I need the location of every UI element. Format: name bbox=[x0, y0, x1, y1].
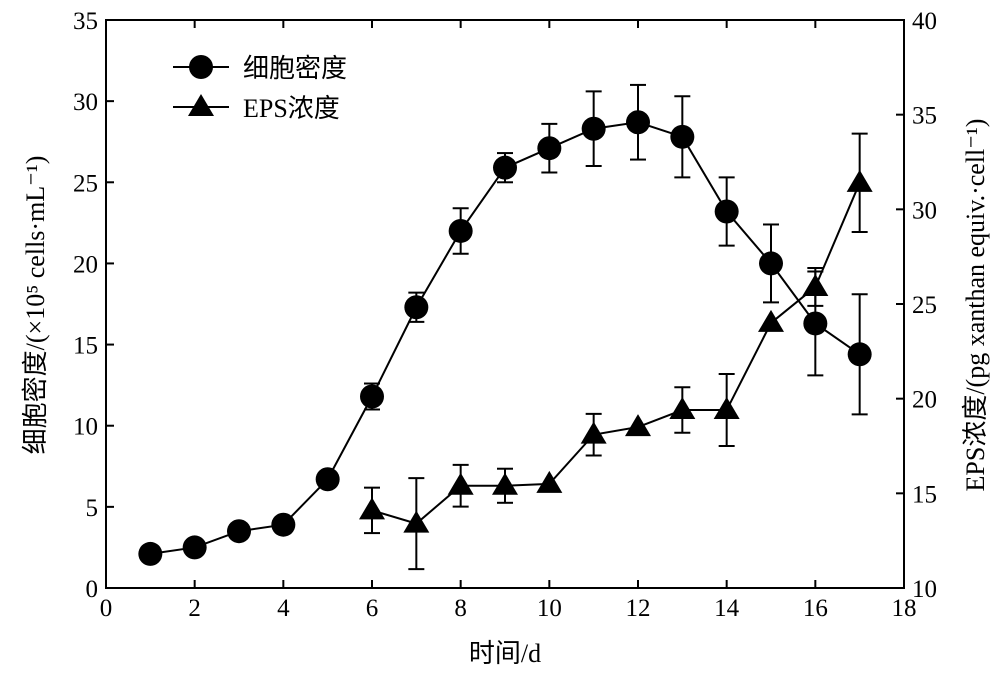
y-left-tick-label: 35 bbox=[73, 8, 98, 35]
data-point-cell-density bbox=[803, 311, 828, 336]
data-point-cell-density bbox=[138, 541, 163, 566]
x-tick-label: 18 bbox=[892, 595, 917, 622]
y-left-tick-label: 25 bbox=[73, 170, 98, 197]
data-point-cell-density bbox=[182, 535, 207, 560]
x-tick-label: 10 bbox=[537, 595, 562, 622]
y-right-tick-label: 35 bbox=[912, 103, 937, 130]
data-point-cell-density bbox=[227, 519, 251, 544]
legend-label-eps: EPS浓度 bbox=[243, 94, 340, 123]
data-point-eps bbox=[447, 472, 474, 495]
y-left-tick-label: 0 bbox=[86, 576, 99, 603]
data-point-eps bbox=[802, 273, 829, 296]
data-point-eps bbox=[492, 472, 518, 495]
y-left-tick-label: 30 bbox=[73, 89, 98, 116]
y-right-tick-label: 40 bbox=[912, 8, 937, 35]
data-point-eps bbox=[758, 309, 784, 332]
data-point-cell-density bbox=[714, 199, 739, 224]
data-point-cell-density bbox=[759, 251, 783, 276]
data-point-cell-density bbox=[448, 218, 473, 243]
x-tick-label: 8 bbox=[454, 595, 467, 622]
data-point-cell-density bbox=[537, 136, 562, 161]
y-right-tick-label: 25 bbox=[912, 292, 937, 319]
data-point-eps bbox=[403, 510, 430, 533]
data-point-eps bbox=[846, 169, 873, 192]
series-eps bbox=[359, 132, 873, 571]
x-tick-label: 0 bbox=[100, 595, 113, 622]
series-line-eps bbox=[371, 182, 861, 525]
data-point-eps bbox=[669, 397, 696, 420]
data-point-cell-density bbox=[847, 342, 872, 367]
axis-tick-labels: 0 2 4 6 8 10 12 14 16 18 0 5 10 15 20 25 30 35 10 15 20 25 30 3… bbox=[73, 8, 937, 622]
y-left-tick-label: 10 bbox=[73, 414, 98, 441]
legend-marker-cell-density bbox=[189, 55, 213, 79]
legend-label-cell-density: 细胞密度 bbox=[243, 54, 347, 83]
data-point-cell-density bbox=[493, 155, 517, 180]
x-tick-label: 4 bbox=[277, 595, 290, 622]
data-point-eps bbox=[713, 397, 740, 420]
data-point-cell-density bbox=[271, 512, 296, 537]
x-tick-label: 16 bbox=[803, 595, 828, 622]
data-point-cell-density bbox=[626, 110, 650, 135]
series-cell-density bbox=[138, 83, 872, 566]
x-tick-label: 14 bbox=[714, 595, 740, 622]
x-tick-label: 12 bbox=[626, 595, 651, 622]
data-point-eps bbox=[536, 470, 563, 493]
y-left-tick-label: 20 bbox=[73, 251, 98, 278]
x-tick-label: 6 bbox=[366, 595, 379, 622]
data-point-cell-density bbox=[315, 467, 340, 492]
data-point-cell-density bbox=[360, 384, 384, 409]
legend-marker-eps bbox=[188, 94, 214, 116]
y-left-tick-label: 5 bbox=[86, 495, 99, 522]
y-right-tick-label: 30 bbox=[912, 197, 937, 224]
y-axis-right-title: EPS浓度/(pg xanthan equiv.·cell⁻¹) bbox=[961, 119, 990, 492]
x-tick-label: 2 bbox=[188, 595, 201, 622]
y-right-tick-label: 10 bbox=[912, 576, 937, 603]
data-point-eps bbox=[580, 421, 607, 444]
series-layer bbox=[138, 83, 873, 571]
data-point-cell-density bbox=[581, 116, 606, 141]
axis-ticks bbox=[105, 19, 905, 589]
y-right-tick-label: 20 bbox=[912, 387, 937, 414]
x-axis-title: 时间/d bbox=[469, 639, 541, 668]
y-axis-left-title: 细胞密度/(×10⁵ cells·mL⁻¹) bbox=[21, 156, 50, 455]
data-point-cell-density bbox=[404, 295, 429, 320]
data-point-eps bbox=[625, 414, 651, 437]
y-left-tick-label: 15 bbox=[73, 333, 98, 360]
data-point-cell-density bbox=[670, 124, 695, 149]
data-point-eps bbox=[359, 497, 385, 520]
y-right-tick-label: 15 bbox=[912, 481, 937, 508]
legend: 细胞密度 EPS浓度 bbox=[173, 54, 347, 123]
